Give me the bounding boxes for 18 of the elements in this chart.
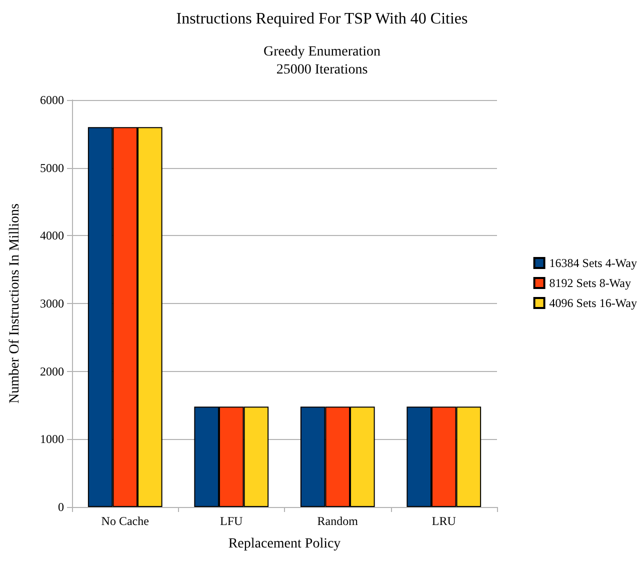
x-tick-label: LFU <box>220 514 244 528</box>
y-tick-label: 0 <box>58 500 64 514</box>
y-tick-label: 5000 <box>40 160 64 175</box>
x-tick-label: No Cache <box>101 514 149 528</box>
legend-label: 4096 Sets 16-Way <box>549 296 638 310</box>
x-axis-title: Replacement Policy <box>228 536 341 552</box>
y-axis-title: Number Of Instructions In Millions <box>8 204 22 404</box>
chart-title: Instructions Required For TSP With 40 Cities <box>176 10 468 28</box>
y-tick-label: 3000 <box>40 296 64 310</box>
x-tick-label: LRU <box>432 514 456 528</box>
legend-label: 8192 Sets 8-Way <box>549 276 632 290</box>
legend-label: 16384 Sets 4-Way <box>549 256 638 270</box>
y-tick-label: 4000 <box>40 228 64 243</box>
y-tick-label: 6000 <box>40 93 64 107</box>
x-tick-label: Random <box>317 514 359 528</box>
y-tick-label: 1000 <box>40 432 64 446</box>
chart-subtitle: Greedy Enumeration 25000 Iterations <box>263 44 381 78</box>
y-tick-label: 2000 <box>40 364 64 378</box>
